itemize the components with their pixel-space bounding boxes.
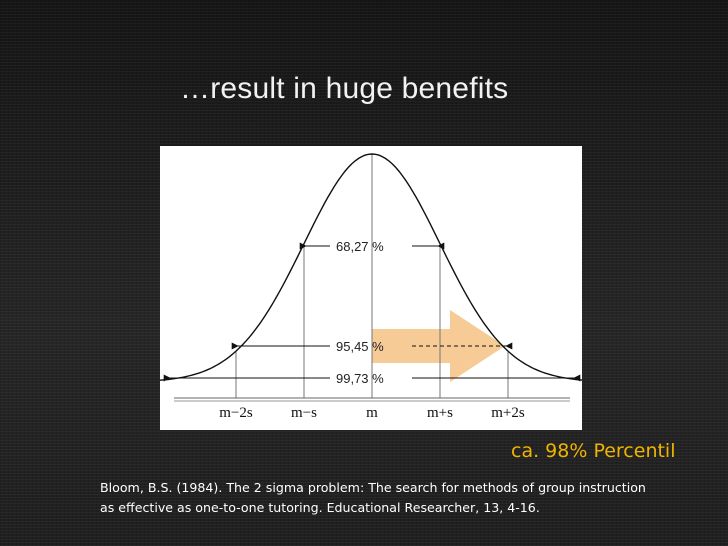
sigma-lines <box>235 154 509 398</box>
tick-label: m−s <box>291 405 317 421</box>
citation: Bloom, B.S. (1984). The 2 sigma problem:… <box>100 478 710 518</box>
band-label: 99,73 % <box>336 371 384 386</box>
tick-labels: m−2s m−s m m+s m+2s <box>219 405 525 421</box>
band-label: 68,27 % <box>336 239 384 254</box>
tick-label: m+2s <box>491 405 525 421</box>
bell-curve <box>160 153 582 381</box>
highlight-arrow <box>372 310 505 382</box>
citation-line-2: as effective as one-to-one tutoring. Edu… <box>100 500 540 515</box>
tick-label: m+s <box>427 405 453 421</box>
tick-label: m <box>366 405 378 421</box>
band-label: 95,45 % <box>336 339 384 354</box>
tick-label: m−2s <box>219 405 253 421</box>
normal-distribution-figure: 68,27 % 95,45 % 99,73 % m−2s m−s m m+s m+2s <box>160 146 582 430</box>
citation-line-1: Bloom, B.S. (1984). The 2 sigma problem:… <box>100 480 646 495</box>
bell-curve-diagram: 68,27 % 95,45 % 99,73 % m−2s m−s m m+s m+2s <box>160 153 582 421</box>
percentage-bands: 68,27 % 95,45 % 99,73 % <box>163 239 581 386</box>
percentile-label: ca. 98% Percentil <box>511 440 676 462</box>
slide-title: …result in huge benefits <box>180 72 509 105</box>
